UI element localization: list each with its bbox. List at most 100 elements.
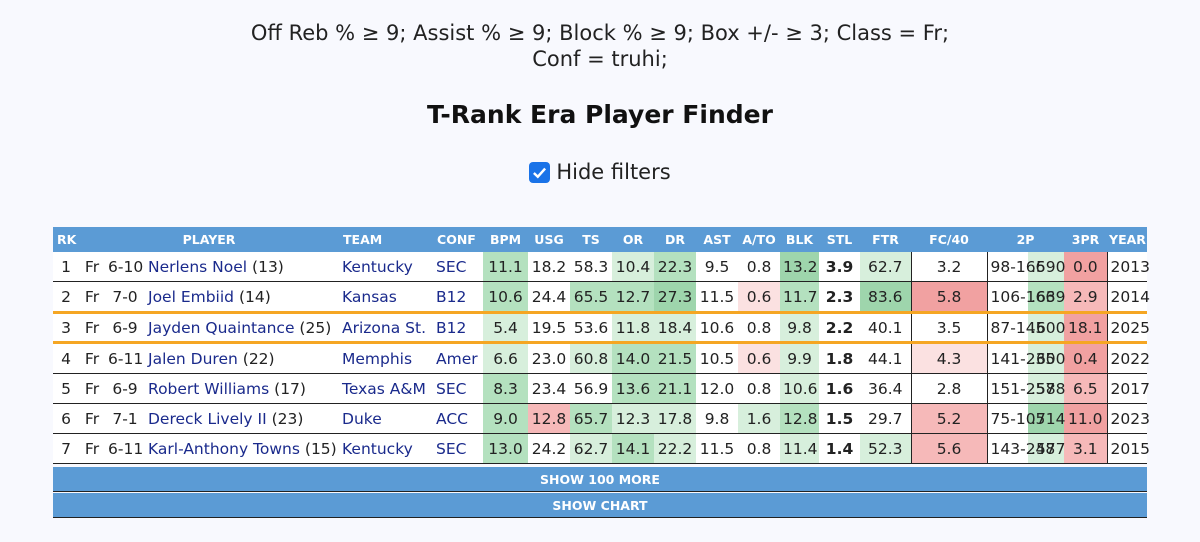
team-link[interactable]: Texas A&M	[339, 373, 434, 404]
stl-cell: 1.5	[819, 403, 861, 434]
conf-link[interactable]: B12	[433, 281, 484, 313]
show-chart-button[interactable]: SHOW CHART	[53, 493, 1147, 518]
col-team[interactable]: TEAM	[339, 227, 434, 252]
col-blk[interactable]: BLK	[780, 227, 820, 252]
class-cell: Fr	[79, 373, 105, 404]
height-cell: 7-1	[105, 403, 145, 434]
player-cell[interactable]: Jayden Quaintance (25)	[145, 311, 340, 344]
player-link[interactable]: Nerlens Noel	[148, 257, 248, 276]
height-cell: 6-9	[105, 373, 145, 404]
2p-pct-cell: .588	[1028, 373, 1066, 404]
player-cell[interactable]: Karl-Anthony Towns (15)	[145, 433, 340, 464]
col-dr[interactable]: DR	[654, 227, 697, 252]
conf-link[interactable]: SEC	[433, 373, 484, 404]
player-link[interactable]: Jalen Duren	[148, 349, 238, 368]
checkmark-icon	[533, 167, 547, 178]
team-link[interactable]: Kansas	[339, 281, 434, 313]
ts-cell: 56.9	[570, 373, 613, 404]
bpm-cell: 5.4	[483, 311, 529, 344]
player-cell[interactable]: Joel Embiid (14)	[145, 281, 340, 313]
ts-cell: 58.3	[570, 252, 613, 282]
table-row: 7 Fr 6-11 Karl-Anthony Towns (15) Kentuc…	[53, 433, 1150, 464]
ast-cell: 9.5	[696, 252, 739, 282]
player-cell[interactable]: Dereck Lively II (23)	[145, 403, 340, 434]
blk-cell: 11.7	[780, 281, 820, 313]
col-2p[interactable]: 2P	[987, 227, 1065, 252]
bpm-cell: 10.6	[483, 281, 529, 313]
year-cell: 2025	[1106, 311, 1150, 344]
col-year[interactable]: YEAR	[1107, 227, 1147, 252]
height-cell: 7-0	[105, 281, 145, 313]
2p-made-att-cell: 141-235	[986, 342, 1055, 374]
2p-pct-cell: .590	[1028, 252, 1066, 282]
usg-cell: 23.4	[528, 373, 571, 404]
ast-cell: 9.8	[696, 403, 739, 434]
team-link[interactable]: Memphis	[339, 342, 434, 374]
show-more-button[interactable]: SHOW 100 MORE	[53, 467, 1147, 492]
table-row: 4 Fr 6-11 Jalen Duren (22) Memphis Amer …	[53, 342, 1150, 374]
ast-cell: 11.5	[696, 281, 739, 313]
2p-made-att-cell: 87-145	[986, 311, 1045, 344]
col-fc40[interactable]: FC/40	[911, 227, 988, 252]
col-ast[interactable]: AST	[696, 227, 739, 252]
conf-link[interactable]: ACC	[433, 403, 484, 434]
col-or[interactable]: OR	[612, 227, 655, 252]
draft-pick: (25)	[299, 318, 332, 337]
col-rk[interactable]: RK	[53, 227, 79, 252]
conf-link[interactable]: SEC	[433, 252, 484, 282]
usg-cell: 24.2	[528, 433, 571, 464]
ts-cell: 53.6	[570, 311, 613, 344]
2p-made-att-cell: 106-166	[986, 281, 1055, 313]
conf-link[interactable]: SEC	[433, 433, 484, 464]
ato-cell: 0.8	[738, 252, 781, 282]
usg-cell: 19.5	[528, 311, 571, 344]
player-link[interactable]: Karl-Anthony Towns	[148, 439, 300, 458]
col-usg[interactable]: USG	[528, 227, 571, 252]
player-link[interactable]: Jayden Quaintance	[148, 318, 295, 337]
ato-cell: 0.8	[738, 433, 781, 464]
player-cell[interactable]: Nerlens Noel (13)	[145, 252, 340, 282]
usg-cell: 23.0	[528, 342, 571, 374]
col-player[interactable]: PLAYER	[79, 227, 340, 252]
col-ts[interactable]: TS	[570, 227, 613, 252]
class-cell: Fr	[79, 342, 105, 374]
col-conf[interactable]: CONF	[433, 227, 484, 252]
year-cell: 2014	[1106, 281, 1150, 313]
bpm-cell: 11.1	[483, 252, 529, 282]
bpm-cell: 6.6	[483, 342, 529, 374]
or-cell: 14.0	[612, 342, 655, 374]
player-link[interactable]: Dereck Lively II	[148, 409, 267, 428]
table-row: 5 Fr 6-9 Robert Williams (17) Texas A&M …	[53, 373, 1150, 404]
conf-link[interactable]: B12	[433, 311, 484, 344]
hide-filters-toggle[interactable]: Hide filters	[0, 160, 1200, 184]
player-link[interactable]: Joel Embiid	[148, 287, 235, 306]
ato-cell: 0.6	[738, 342, 781, 374]
col-ato[interactable]: A/TO	[738, 227, 781, 252]
or-cell: 12.3	[612, 403, 655, 434]
dr-cell: 22.3	[654, 252, 697, 282]
col-3pr[interactable]: 3PR	[1064, 227, 1108, 252]
table-row: 1 Fr 6-10 Nerlens Noel (13) Kentucky SEC…	[53, 252, 1150, 282]
height-cell: 6-11	[105, 433, 145, 464]
dr-cell: 22.2	[654, 433, 697, 464]
team-link[interactable]: Arizona St.	[339, 311, 434, 344]
table-row-highlighted: 3 Fr 6-9 Jayden Quaintance (25) Arizona …	[53, 311, 1150, 344]
3pr-cell: 11.0	[1064, 403, 1108, 434]
col-ftr[interactable]: FTR	[860, 227, 912, 252]
blk-cell: 10.6	[780, 373, 820, 404]
checkbox[interactable]	[529, 161, 551, 183]
ftr-cell: 40.1	[860, 311, 912, 344]
conf-link[interactable]: Amer	[433, 342, 484, 374]
team-link[interactable]: Duke	[339, 403, 434, 434]
player-link[interactable]: Robert Williams	[148, 379, 270, 398]
player-cell[interactable]: Jalen Duren (22)	[145, 342, 340, 374]
col-stl[interactable]: STL	[819, 227, 861, 252]
player-cell[interactable]: Robert Williams (17)	[145, 373, 340, 404]
3pr-cell: 3.1	[1064, 433, 1108, 464]
team-link[interactable]: Kentucky	[339, 433, 434, 464]
class-cell: Fr	[79, 403, 105, 434]
rk-cell: 2	[53, 281, 79, 313]
fc40-cell: 5.6	[910, 433, 988, 464]
team-link[interactable]: Kentucky	[339, 252, 434, 282]
col-bpm[interactable]: BPM	[483, 227, 529, 252]
